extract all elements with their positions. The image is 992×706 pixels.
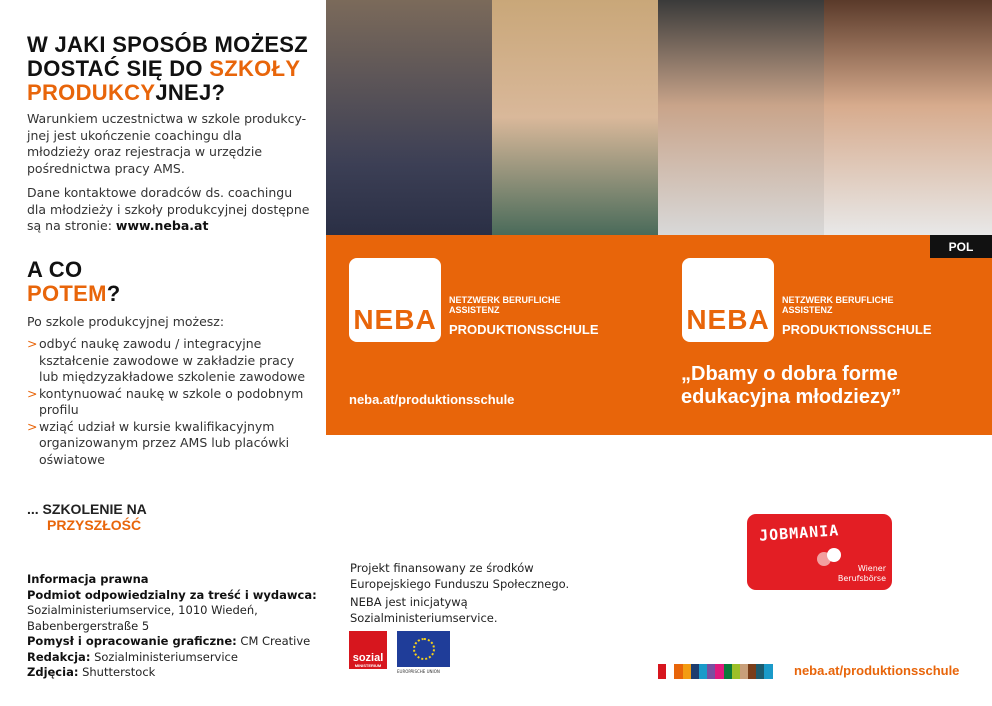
requirements-paragraph: Warunkiem uczestnictwa w szkole produkcy… <box>27 111 307 176</box>
list-item: kontynuować naukę w szkole o podobnym pr… <box>27 386 312 419</box>
brand-panel: POL NEBA NETZWERK BERUFLICHE ASSISTENZ PR… <box>326 235 992 435</box>
funding-line: Projekt finansowany ze środków Europejsk… <box>350 561 570 591</box>
org-line: NETZWERK BERUFLICHE <box>449 295 561 305</box>
color-swatch <box>723 664 732 679</box>
color-swatch <box>739 664 749 679</box>
heading-highlight: SZKOŁY <box>209 56 301 81</box>
color-swatch <box>764 664 773 679</box>
color-swatch <box>674 664 683 679</box>
org-line: ASSISTENZ <box>449 305 500 315</box>
panel-url[interactable]: neba.at/produktionsschule <box>349 392 515 407</box>
org-name: NETZWERK BERUFLICHE ASSISTENZ <box>449 295 561 315</box>
eu-label: EUROPÄISCHE UNION <box>397 669 440 674</box>
design: CM Creative <box>236 634 311 648</box>
color-strip <box>658 664 773 679</box>
neba-logo: NEBA <box>682 258 774 342</box>
tagline-line: ... SZKOLENIE NA <box>27 501 147 517</box>
editor: Sozialministeriumservice <box>90 649 238 664</box>
heading-line: ? <box>106 281 121 306</box>
design-label: Pomysł i opracowanie graficzne: <box>27 634 237 648</box>
slogan-line: „Dbamy o dobra forme <box>681 363 898 385</box>
color-swatch <box>690 664 699 679</box>
heading-line: A CO <box>27 257 83 282</box>
publisher: Sozialministeriumservice, 1010 Wiedeń, B… <box>27 603 258 633</box>
color-swatch <box>666 664 675 679</box>
funding-text: Projekt finansowany ze środków Europejsk… <box>350 561 575 626</box>
color-swatch <box>756 664 765 679</box>
slogan-line: edukacyjna młodziezy” <box>681 386 902 408</box>
tagline-highlight: PRZYSZŁOŚĆ <box>47 517 142 533</box>
jobmania-sub-line: Wiener <box>857 564 886 573</box>
color-swatch <box>658 664 667 679</box>
tagline: ... SZKOLENIE NA PRZYSZŁOŚĆ <box>27 501 147 533</box>
photos-label: Zdjęcia: <box>27 665 79 679</box>
list-item: wziąć udział w kursie kwalifikacyjnym or… <box>27 419 312 469</box>
color-swatch <box>682 664 691 679</box>
program-name: PRODUKTIONSSCHULE <box>782 322 932 337</box>
heading-line: DOSTAĆ SIĘ DO <box>27 56 210 81</box>
sozial-logo-text: sozial <box>352 652 384 664</box>
heading-what-next: A CO POTEM? <box>27 258 120 306</box>
jobmania-sub: Wiener Berufsbörse <box>838 564 886 584</box>
options-intro: Po szkole produkcyjnej możesz: <box>27 314 225 329</box>
legal-title: Informacja prawna <box>27 572 149 586</box>
org-line: NETZWERK BERUFLICHE <box>782 295 894 305</box>
color-swatch <box>731 664 740 679</box>
initiative-line: NEBA jest inicjatywą Sozialministeriumse… <box>350 595 498 625</box>
options-list: odbyć naukę zawodu / integracyjne kształ… <box>27 336 312 468</box>
dot-icon <box>827 548 841 562</box>
neba-logo: NEBA <box>349 258 441 342</box>
language-badge: POL <box>930 235 992 258</box>
photo-student-4 <box>824 0 992 235</box>
photo-student-2 <box>492 0 658 235</box>
jobmania-logo: JOBMANIA Wiener Berufsbörse <box>747 514 892 590</box>
photo-student-1 <box>326 0 492 235</box>
org-name: NETZWERK BERUFLICHE ASSISTENZ <box>782 295 894 315</box>
contact-text: Dane kontaktowe doradców ds. coachingu d… <box>27 185 310 233</box>
color-swatch <box>707 664 716 679</box>
photos: Shutterstock <box>78 665 156 679</box>
color-swatch <box>715 664 724 679</box>
slogan: „Dbamy o dobra forme edukacyjna młodziez… <box>681 363 901 409</box>
heading-how-to-join: W JAKI SPOSÓB MOŻESZ DOSTAĆ SIĘ DO SZKOŁ… <box>27 33 308 105</box>
legal-info: Informacja prawna Podmiot odpowiedzialny… <box>27 572 327 681</box>
heading-highlight: PRODUKCY <box>27 80 156 105</box>
jobmania-title: JOBMANIA <box>758 521 840 545</box>
sozialministerium-logo: sozial MINISTERIUM <box>349 631 387 669</box>
org-line: ASSISTENZ <box>782 305 833 315</box>
list-item: odbyć naukę zawodu / integracyjne kształ… <box>27 336 312 386</box>
heading-line: JNEJ? <box>155 80 226 105</box>
program-name: PRODUKTIONSSCHULE <box>449 322 599 337</box>
footer-url[interactable]: neba.at/produktionsschule <box>794 663 960 678</box>
eu-flag-icon <box>397 631 450 667</box>
color-swatch <box>698 664 708 679</box>
photo-student-3 <box>658 0 824 235</box>
heading-line: W JAKI SPOSÓB MOŻESZ <box>27 32 309 57</box>
jobmania-sub-line: Berufsbörse <box>837 574 886 583</box>
contact-paragraph: Dane kontaktowe doradców ds. coachingu d… <box>27 185 312 235</box>
color-swatch <box>748 664 757 679</box>
heading-highlight: POTEM <box>27 281 107 306</box>
neba-link[interactable]: www.neba.at <box>115 218 209 233</box>
editor-label: Redakcja: <box>27 649 91 664</box>
sozial-logo-sub: MINISTERIUM <box>354 663 382 668</box>
publisher-label: Podmiot odpowiedzialny za treść i wydawc… <box>27 587 317 602</box>
